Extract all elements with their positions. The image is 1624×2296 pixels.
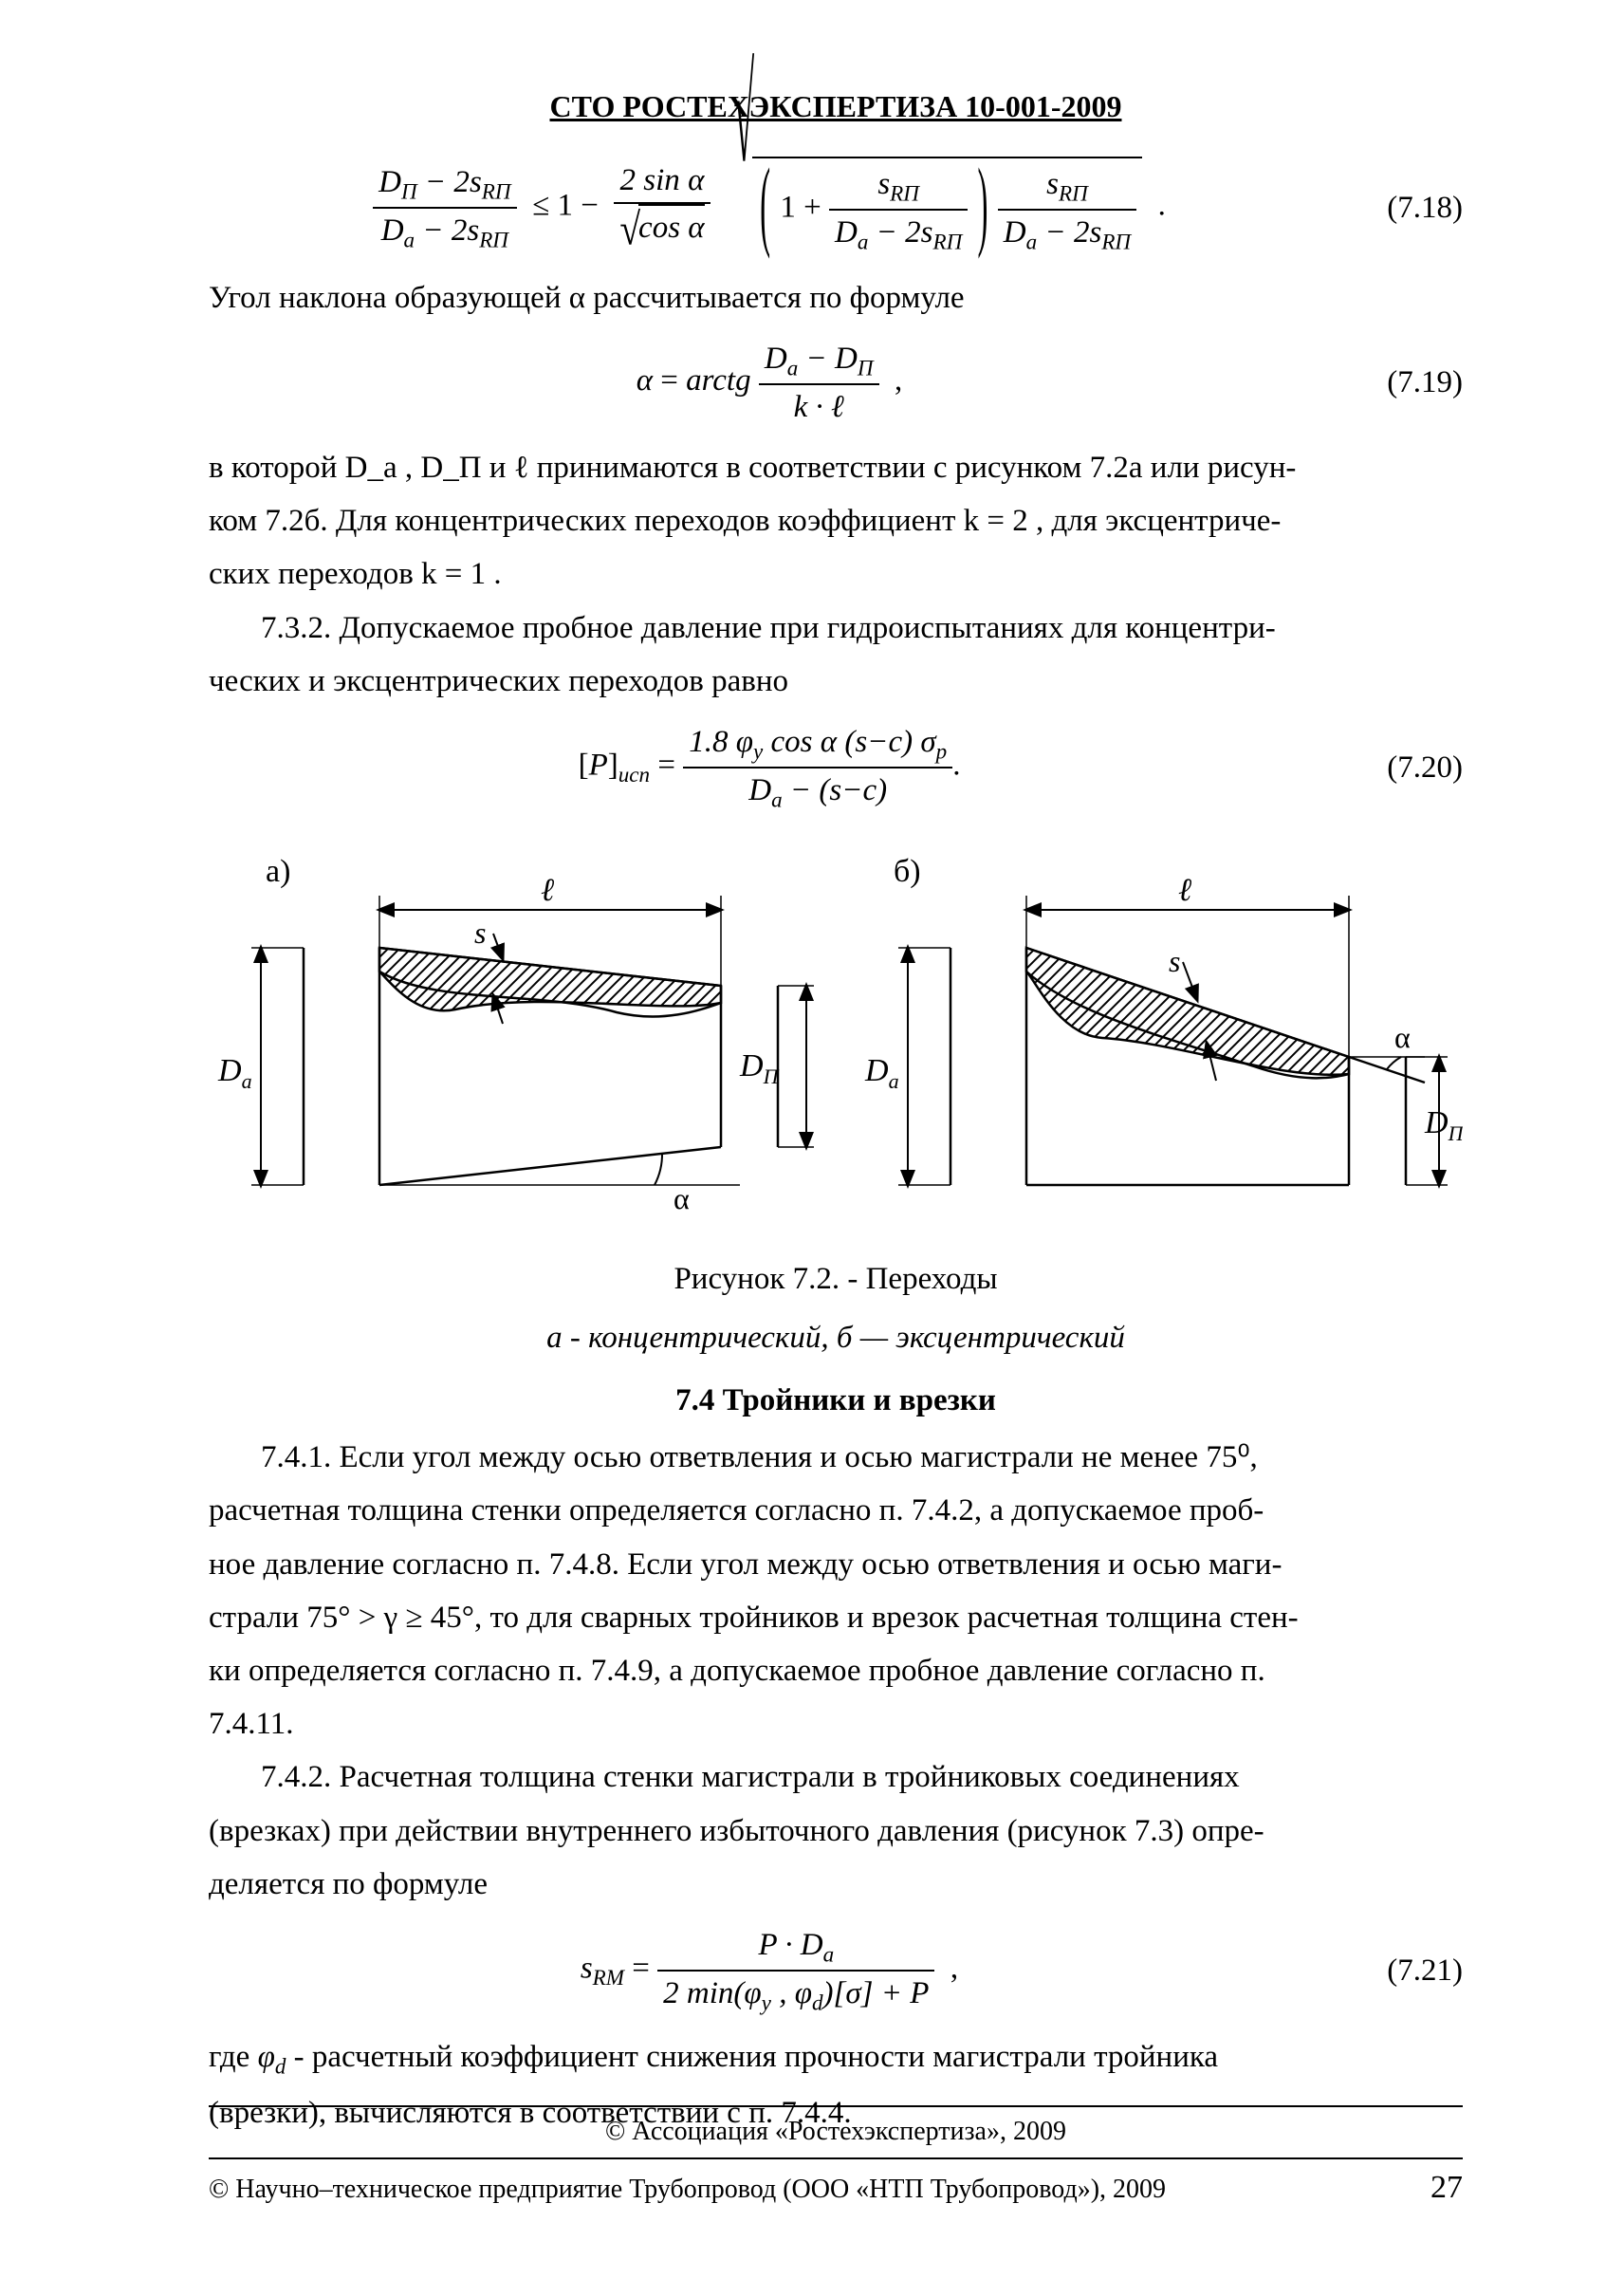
fig-a-label: а) (266, 854, 290, 889)
p741-l5: ки определяется согласно п. 7.4.9, а доп… (209, 1649, 1463, 1693)
para-2c: ских переходов k = 1 . (209, 552, 1463, 596)
figure-7-2b-svg: б) ℓ (856, 843, 1463, 1242)
p741-l2: расчетная толщина стенки определяется со… (209, 1489, 1463, 1532)
fig-a-DP: DП (739, 1048, 780, 1088)
fig-b-s: s (1169, 944, 1180, 978)
p741-l6: 7.4.11. (209, 1702, 1463, 1746)
para-2a: в которой D_a , D_П и ℓ принимаются в со… (209, 446, 1463, 490)
equation-7-19: α = arctg Da − DП k · ℓ , (7.19) (209, 337, 1463, 429)
p-after721-l1: где φd - расчетный коэффициент снижения … (209, 2035, 1463, 2082)
fig-b-Da: Da (864, 1053, 899, 1093)
page-number: 27 (1430, 2165, 1463, 2211)
section-7-4-title: 7.4 Тройники и врезки (209, 1379, 1463, 1422)
page: СТО РОСТЕХЭКСПЕРТИЗА 10-001-2009 DП − 2s… (0, 0, 1624, 2296)
eq-7-21-number: (7.21) (1330, 1949, 1463, 1992)
fig-b-label: б) (894, 854, 921, 889)
para-732a: 7.3.2. Допускаемое пробное давление при … (209, 606, 1463, 650)
doc-header: СТО РОСТЕХЭКСПЕРТИЗА 10-001-2009 (209, 85, 1463, 128)
footer-copy-2: © Научно–техническое предприятие Трубопр… (209, 2171, 1166, 2208)
p742-l3: деляется по формуле (209, 1862, 1463, 1906)
p741-l3: ное давление согласно п. 7.4.8. Если уго… (209, 1543, 1463, 1586)
eq-7-19-number: (7.19) (1330, 361, 1463, 404)
equation-7-21: sRM = P · Da 2 min(φy , φd)[σ] + P , (7.… (209, 1923, 1463, 2018)
para-alpha-intro: Угол наклона образующей α рассчитывается… (209, 276, 1463, 320)
fig-a-Da: Da (217, 1053, 252, 1093)
eq-7-21-body: sRM = P · Da 2 min(φy , φd)[σ] + P , (209, 1923, 1330, 2018)
figure-7-2-caption-2-text: а - концентрический, б — эксцентрический (546, 1321, 1125, 1355)
p742-l2: (врезках) при действии внутреннего избыт… (209, 1809, 1463, 1853)
fig-b-ell: ℓ (1178, 873, 1191, 908)
p-after721-l1a: где (209, 2040, 258, 2074)
eq-7-18-number: (7.18) (1330, 186, 1463, 230)
figure-7-2: а) ℓ (209, 843, 1463, 1242)
p741-l4: страли 75° > γ ≥ 45°, то для сварных тро… (209, 1596, 1463, 1639)
eq-7-20-number: (7.20) (1330, 746, 1463, 789)
eq-7-20-body: [P]исп = 1.8 φy cos α (s−c) σp Da − (s−c… (209, 720, 1330, 815)
figure-7-2-caption-2: а - концентрический, б — эксцентрический (209, 1316, 1463, 1360)
fig-b-alpha: α (1394, 1020, 1411, 1054)
footer-rule-1 (209, 2105, 1463, 2107)
p741-l1: 7.4.1. Если угол между осью ответвления … (209, 1435, 1463, 1479)
fig-b-DP: DП (1424, 1105, 1463, 1145)
footer-rule-2 (209, 2157, 1463, 2159)
para-732b: ческих и эксцентрических переходов равно (209, 659, 1463, 703)
fig-a-alpha: α (674, 1181, 690, 1215)
footer-copy-1: © Ассоциация «Ростехэкспертиза», 2009 (209, 2113, 1463, 2150)
page-footer: © Ассоциация «Ростехэкспертиза», 2009 © … (209, 2100, 1463, 2211)
figure-7-2-caption-1: Рисунок 7.2. - Переходы (209, 1257, 1463, 1301)
eq-7-18-body: DП − 2sRП Da − 2sRП ≤ 1 − 2 sin α √cos α… (209, 157, 1330, 259)
p-after721-l1b: - расчетный коэффициент снижения прочнос… (294, 2040, 1218, 2074)
fig-a-ell: ℓ (541, 873, 554, 908)
equation-7-20: [P]исп = 1.8 φy cos α (s−c) σp Da − (s−c… (209, 720, 1463, 815)
p742-l1: 7.4.2. Расчетная толщина стенки магистра… (209, 1755, 1463, 1799)
figure-7-2a-svg: а) ℓ (209, 843, 816, 1242)
para-2b: ком 7.2б. Для концентрических переходов … (209, 499, 1463, 543)
eq-7-19-body: α = arctg Da − DП k · ℓ , (209, 337, 1330, 429)
equation-7-18: DП − 2sRП Da − 2sRП ≤ 1 − 2 sin α √cos α… (209, 157, 1463, 259)
fig-a-s: s (474, 916, 486, 950)
